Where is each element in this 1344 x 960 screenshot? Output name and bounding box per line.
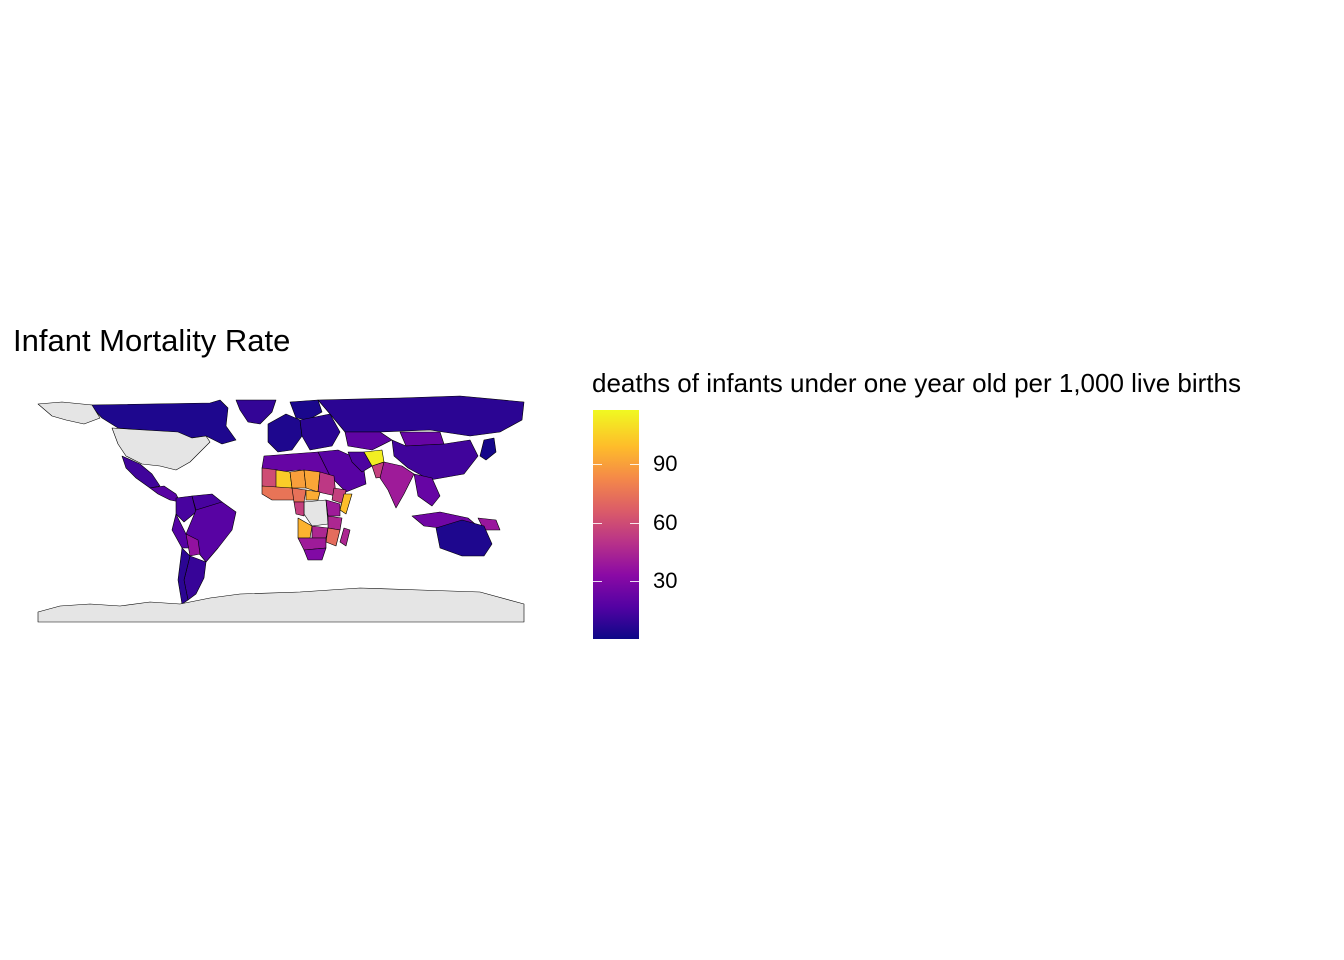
region-peru bbox=[171, 513, 191, 549]
region-bolivia bbox=[185, 533, 201, 557]
region-iran bbox=[347, 451, 373, 473]
region-india bbox=[379, 461, 415, 509]
region-somalia bbox=[339, 493, 353, 515]
region-mali bbox=[275, 469, 293, 489]
region-tanzania bbox=[327, 515, 343, 531]
region-west-africa bbox=[261, 485, 297, 501]
region-scandinavia bbox=[289, 399, 323, 421]
region-southeast-asia bbox=[413, 473, 441, 507]
region-united-states bbox=[111, 427, 211, 471]
region-mauritania bbox=[261, 467, 279, 489]
region-central-african-republic bbox=[305, 489, 321, 501]
region-antarctica bbox=[37, 587, 525, 623]
region-chad bbox=[303, 469, 321, 493]
region-japan bbox=[479, 437, 497, 461]
region-eastern-europe bbox=[299, 413, 341, 451]
region-chile bbox=[177, 547, 191, 605]
legend-tick-label: 60 bbox=[653, 509, 678, 535]
region-madagascar bbox=[339, 527, 351, 547]
region-australia bbox=[435, 519, 493, 557]
region-cameroon-gabon bbox=[293, 501, 305, 517]
region-south-africa bbox=[303, 547, 327, 561]
region-russia bbox=[317, 395, 525, 437]
region-kazakhstan bbox=[344, 431, 393, 451]
legend-title: deaths of infants under one year old per… bbox=[592, 368, 1241, 398]
region-zambia bbox=[311, 525, 329, 539]
region-east-africa bbox=[325, 499, 341, 517]
region-niger bbox=[289, 469, 307, 489]
region-alaska bbox=[37, 401, 101, 425]
region-congo-drc bbox=[303, 499, 329, 527]
region-mozambique bbox=[325, 527, 341, 547]
region-greenland bbox=[235, 399, 277, 425]
region-central-america bbox=[149, 485, 181, 503]
region-western-europe bbox=[267, 413, 303, 453]
legend-tick-label: 30 bbox=[653, 567, 678, 593]
map-title: Infant Mortality Rate bbox=[13, 323, 291, 358]
legend-colorbar bbox=[593, 410, 639, 639]
region-colombia bbox=[175, 495, 197, 523]
legend-tick-label: 90 bbox=[653, 451, 678, 477]
region-nigeria bbox=[291, 487, 307, 503]
region-china bbox=[391, 439, 479, 481]
region-mongolia bbox=[399, 431, 445, 447]
